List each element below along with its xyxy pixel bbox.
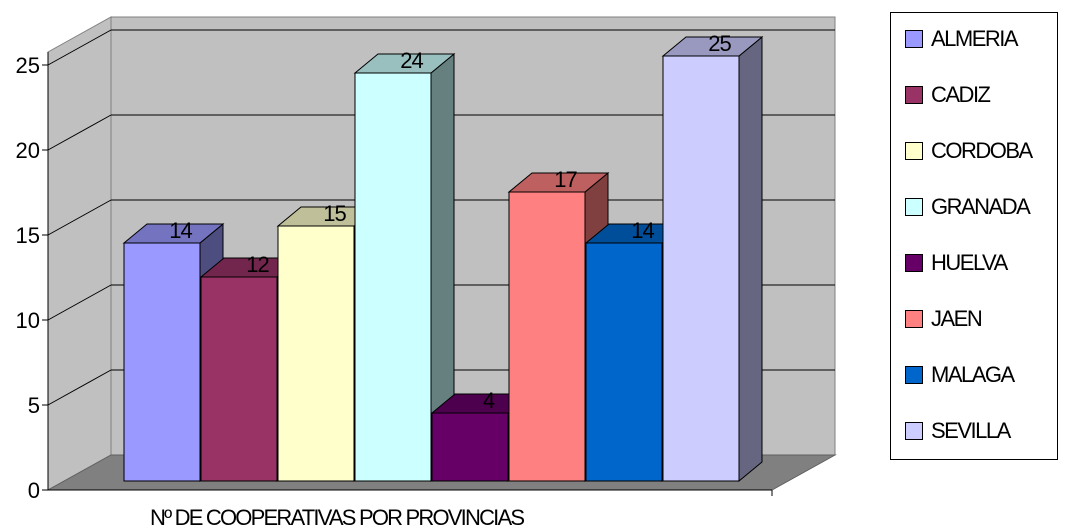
y-tick-label: 5 [28, 393, 40, 418]
legend: ALMERIA CADIZ CORDOBA GRANADA HUELVA JAEN MALA… [890, 12, 1058, 460]
bar-front-face [431, 412, 509, 482]
legend-label: ALMERIA [931, 26, 1019, 51]
gridline-side [47, 284, 112, 321]
gridline-side [47, 29, 112, 66]
legend-label: CADIZ [931, 82, 991, 107]
legend-item-malaga: MALAGA [905, 361, 1015, 389]
y-tick-label: 10 [16, 308, 40, 333]
bar-front-face [123, 242, 201, 482]
gridline-side [47, 114, 112, 151]
legend-item-cordoba: CORDOBA [905, 137, 1033, 165]
data-label: 15 [323, 201, 346, 226]
bar-front-face [508, 191, 586, 482]
data-label: 24 [400, 48, 423, 73]
bar-front-face [354, 72, 432, 482]
legend-item-almeria: ALMERIA [905, 25, 1019, 53]
bar-front-face [662, 55, 740, 482]
bar-sevilla [661, 35, 764, 483]
legend-item-granada: GRANADA [905, 193, 1031, 221]
legend-swatch [905, 366, 923, 384]
x-axis-title: Nº DE COOPERATIVAS POR PROVINCIAS [150, 505, 525, 530]
y-tick-label: 15 [16, 223, 40, 248]
data-labels-group: 14 12 15 24 4 17 14 25 [169, 31, 732, 413]
legend-swatch [905, 198, 923, 216]
bar-side-face [738, 35, 763, 483]
y-tick-label: 20 [16, 138, 40, 163]
gridline-side [47, 199, 112, 236]
y-tick-label: 25 [16, 53, 40, 78]
bars-group [122, 35, 764, 483]
legend-item-jaen: JAEN [905, 305, 983, 333]
data-label: 17 [554, 167, 577, 192]
legend-label: HUELVA [931, 250, 1008, 275]
legend-label: MALAGA [931, 362, 1015, 387]
gridline-side [47, 369, 112, 406]
y-tick-label: 0 [28, 478, 40, 503]
legend-swatch [905, 310, 923, 328]
bar-front-face [277, 225, 355, 482]
legend-label: GRANADA [931, 194, 1031, 219]
bar-granada [353, 52, 456, 483]
legend-swatch [905, 30, 923, 48]
data-label: 25 [708, 31, 731, 56]
legend-label: CORDOBA [931, 138, 1033, 163]
legend-swatch [905, 254, 923, 272]
legend-item-sevilla: SEVILLA [905, 417, 1011, 445]
bar-front-face [200, 276, 278, 482]
y-axis: 0 5 10 15 20 25 [16, 52, 773, 503]
data-label: 4 [483, 388, 495, 413]
side-wall [47, 16, 112, 491]
legend-swatch [905, 142, 923, 160]
data-label: 12 [246, 252, 269, 277]
data-label: 14 [631, 218, 654, 243]
legend-swatch [905, 86, 923, 104]
legend-label: JAEN [931, 306, 983, 331]
legend-item-cadiz: CADIZ [905, 81, 991, 109]
data-label: 14 [169, 218, 192, 243]
legend-item-huelva: HUELVA [905, 249, 1008, 277]
bar-front-face [585, 242, 663, 482]
legend-label: SEVILLA [931, 418, 1011, 443]
legend-swatch [905, 422, 923, 440]
